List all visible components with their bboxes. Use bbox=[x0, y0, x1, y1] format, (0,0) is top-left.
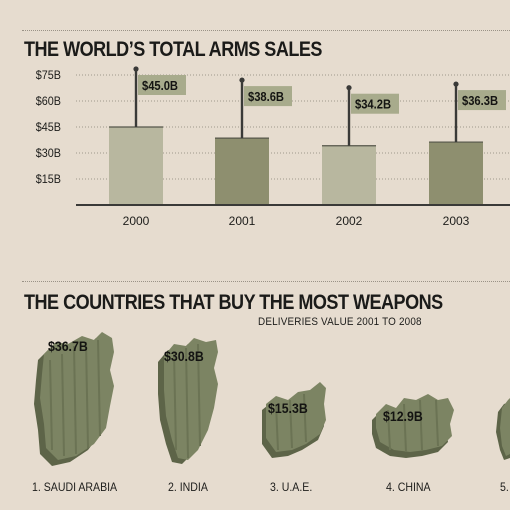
x-tick-label: 2000 bbox=[123, 214, 150, 228]
buyer-value-saudi-arabia: $36.7B bbox=[48, 338, 88, 354]
data-label: $34.2B bbox=[355, 97, 391, 112]
flag-label-box bbox=[138, 75, 186, 95]
buyer-value-india: $30.8B bbox=[164, 348, 204, 364]
buyers-subtitle: DELIVERIES VALUE 2001 TO 2008 bbox=[258, 316, 422, 328]
x-tick-label: 2001 bbox=[229, 214, 256, 228]
india-map-shape bbox=[158, 338, 218, 464]
flag-pin-head bbox=[133, 66, 139, 72]
data-label: $38.6B bbox=[248, 89, 284, 104]
buyer-name-uae: 3. U.A.E. bbox=[270, 480, 313, 494]
fifth-buyer-map-shape bbox=[496, 398, 510, 460]
buyers-title: THE COUNTRIES THAT BUY THE MOST WEAPONS bbox=[24, 291, 443, 314]
y-tick-label: $60B bbox=[36, 96, 61, 109]
saudi-arabia-map-shape bbox=[34, 332, 114, 466]
bar bbox=[429, 142, 483, 205]
data-label: $36.3B bbox=[462, 93, 498, 108]
buyer-value-uae: $15.3B bbox=[268, 400, 308, 416]
x-tick-label: 2002 bbox=[336, 214, 363, 228]
top-divider bbox=[22, 30, 510, 31]
flag-pin-head bbox=[346, 85, 352, 91]
middle-divider bbox=[22, 281, 510, 282]
buyer-name-india: 2. INDIA bbox=[168, 480, 208, 494]
buyer-value-china: $12.9B bbox=[383, 408, 423, 424]
flag-label-box bbox=[458, 90, 506, 111]
bar bbox=[322, 145, 376, 205]
y-tick-label: $75B bbox=[36, 70, 61, 83]
flag-pin-head bbox=[453, 81, 459, 87]
flag-label-box bbox=[244, 86, 292, 107]
sales-chart-title: THE WORLD’S TOTAL ARMS SALES bbox=[24, 38, 322, 61]
china-map-shape bbox=[372, 394, 454, 458]
bar bbox=[215, 138, 269, 205]
bar bbox=[109, 127, 163, 205]
data-label: $45.0B bbox=[142, 78, 178, 93]
y-tick-label: $30B bbox=[36, 148, 61, 161]
uae-map-shape bbox=[262, 382, 326, 458]
x-tick-label: 2003 bbox=[443, 214, 470, 228]
y-tick-label: $15B bbox=[36, 174, 61, 187]
flag-pin-head bbox=[239, 77, 245, 83]
arms-sales-bar-chart: $15B $30B $45B $60B $75B $45.0B 2000 $38.6B 2001… bbox=[36, 66, 510, 228]
y-tick-label: $45B bbox=[36, 122, 61, 135]
buyer-name-saudi-arabia: 1. SAUDI ARABIA bbox=[32, 480, 118, 494]
flag-label-box bbox=[351, 93, 399, 114]
buyer-name-china: 4. CHINA bbox=[386, 480, 431, 494]
buyer-name-fifth: 5. bbox=[500, 480, 509, 494]
